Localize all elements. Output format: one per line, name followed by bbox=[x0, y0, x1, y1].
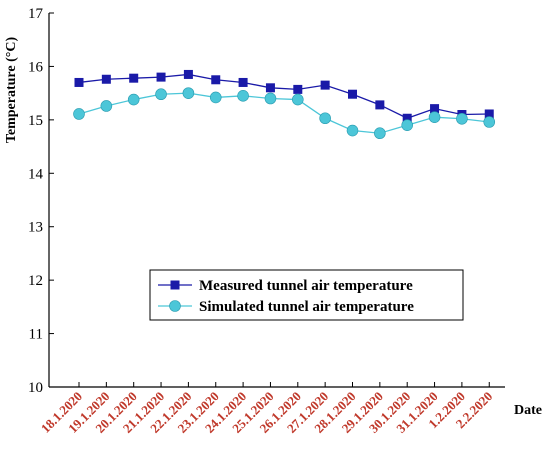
y-tick-label-3: 13 bbox=[28, 220, 43, 236]
legend-label-simulated: Simulated tunnel air temperature bbox=[199, 299, 414, 315]
series-1-point-12 bbox=[401, 119, 414, 131]
legend-entry-measured: Measured tunnel air temperature bbox=[158, 278, 413, 294]
y-axis-title: Temperature (°C) bbox=[4, 37, 19, 144]
series-1-point-7 bbox=[264, 92, 277, 105]
legend: Measured tunnel air temperature Simulate… bbox=[149, 269, 464, 321]
series-0-point-1 bbox=[101, 74, 111, 84]
series-0-point-3 bbox=[156, 72, 166, 82]
series-0-point-11 bbox=[375, 100, 385, 110]
series-1-point-0 bbox=[73, 108, 85, 120]
y-tick-label-0: 10 bbox=[28, 380, 43, 396]
series-0-point-9 bbox=[320, 80, 330, 90]
legend-entry-simulated: Simulated tunnel air temperature bbox=[158, 299, 414, 315]
series-1-point-4 bbox=[182, 87, 195, 99]
series-0-point-4 bbox=[183, 69, 193, 79]
axes bbox=[48, 13, 505, 388]
series-1-point-11 bbox=[374, 127, 386, 140]
legend-box bbox=[149, 269, 464, 321]
series-1-point-1 bbox=[100, 100, 113, 112]
y-tick-label-6: 16 bbox=[28, 59, 44, 75]
y-tick-label-1: 11 bbox=[29, 327, 43, 343]
series-1-line bbox=[78, 92, 490, 134]
series-0-point-5 bbox=[211, 75, 221, 85]
series-0-point-7 bbox=[265, 83, 275, 93]
series-0-point-8 bbox=[293, 84, 303, 94]
series-0-point-10 bbox=[348, 89, 357, 99]
x-axis-title: Date bbox=[514, 403, 542, 418]
series-0-point-12 bbox=[402, 113, 412, 123]
series-0-point-2 bbox=[129, 73, 139, 83]
series-1-point-9 bbox=[319, 112, 331, 125]
series-0-line bbox=[78, 73, 490, 119]
legend-marker-simulated bbox=[169, 300, 181, 312]
legend-label-measured: Measured tunnel air temperature bbox=[199, 278, 413, 294]
series-layer bbox=[73, 69, 496, 140]
series-1-point-2 bbox=[127, 93, 140, 106]
y-tick-label-4: 14 bbox=[28, 166, 44, 182]
y-ticks: 10 11 12 13 14 15 16 17 bbox=[28, 6, 54, 396]
series-1 bbox=[73, 87, 496, 140]
series-1-point-14 bbox=[456, 112, 468, 125]
series-1-point-13 bbox=[428, 111, 441, 123]
y-tick-label-2: 12 bbox=[28, 273, 43, 289]
y-tick-label-7: 17 bbox=[28, 6, 44, 22]
series-1-point-3 bbox=[155, 88, 167, 101]
y-tick-label-5: 15 bbox=[28, 113, 43, 129]
x-ticks: 18.1.202019.1.202020.1.202021.1.202022.1… bbox=[38, 382, 495, 436]
series-1-point-15 bbox=[483, 116, 496, 128]
series-0-point-6 bbox=[238, 77, 248, 87]
series-1-point-10 bbox=[346, 124, 359, 137]
series-0-point-13 bbox=[430, 104, 440, 114]
series-0-point-15 bbox=[484, 109, 494, 119]
series-1-point-5 bbox=[209, 91, 222, 104]
legend-marker-measured bbox=[170, 280, 180, 290]
series-1-point-8 bbox=[291, 93, 304, 106]
series-1-point-6 bbox=[237, 90, 249, 102]
series-0-point-0 bbox=[74, 77, 84, 87]
